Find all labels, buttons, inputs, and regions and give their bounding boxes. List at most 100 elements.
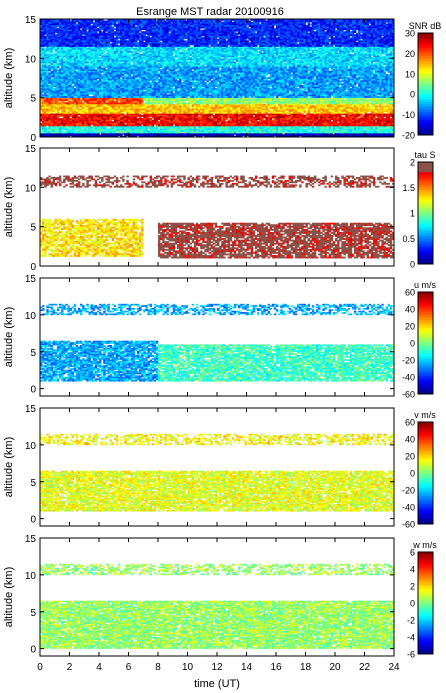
panel-1-cell: [177, 102, 179, 104]
panel-1-cell: [242, 102, 244, 104]
panel-1-cell: [63, 96, 65, 98]
panel-1-cell: [190, 124, 192, 126]
panel-1-cell: [93, 102, 95, 104]
panel-1-cell: [310, 110, 312, 112]
panel-1-cell: [310, 132, 312, 134]
panel-1-cell: [150, 124, 152, 126]
panel-1-cell: [59, 102, 61, 104]
panel-1-cell: [251, 112, 253, 114]
panel-1-cell: [152, 102, 154, 104]
panel-1-cell: [257, 132, 259, 134]
panel-1-cell: [354, 102, 356, 104]
panel-1-cell: [379, 102, 381, 104]
panel-1-cell: [67, 96, 69, 98]
panel-1-cell: [114, 96, 116, 98]
panel-1-cell: [99, 96, 101, 98]
panel-1-cell: [196, 102, 198, 104]
panel-1-cell: [57, 96, 59, 98]
panel-1-cell: [352, 112, 354, 114]
panel-1-cell: [103, 102, 105, 104]
panel-1-cell: [99, 102, 101, 104]
panel-1-cell: [225, 132, 227, 134]
panel-1-cell: [116, 112, 118, 114]
panel-1-cell: [303, 112, 305, 114]
panel-1-cell: [383, 110, 385, 112]
panel-1-cell: [369, 110, 371, 112]
panel-1-cell: [371, 112, 373, 114]
panel-1-cell: [331, 112, 333, 114]
panel-1-cell: [341, 102, 343, 104]
panel-1-cell: [348, 102, 350, 104]
panel-1-cell: [341, 112, 343, 114]
panel-1-cell: [247, 112, 249, 114]
panel-1-cell: [93, 124, 95, 126]
panel-1-cell: [253, 124, 255, 126]
panel-1-cell: [177, 112, 179, 114]
panel-1-cell: [61, 112, 63, 114]
panel-1-cell: [354, 132, 356, 134]
panel-1-cell: [259, 112, 261, 114]
panel-1-cell: [175, 124, 177, 126]
panel-1-cell: [171, 124, 173, 126]
panel-1-cell: [103, 112, 105, 114]
panel-1-cell: [169, 132, 171, 134]
panel-1-cell: [141, 112, 143, 114]
panel-1-cell: [61, 115, 63, 117]
panel-1-cell: [282, 132, 284, 134]
panel-1-cell: [105, 96, 107, 98]
panel-1-cell: [150, 115, 152, 117]
panel-1-cell: [331, 102, 333, 104]
panel-1-cell: [240, 112, 242, 114]
panel-1-cell: [152, 117, 154, 119]
panel-1-cell: [46, 132, 48, 134]
panel-1-cell: [80, 124, 82, 126]
panel-1-cell: [358, 124, 360, 126]
panel-1-cell: [84, 124, 86, 126]
panel-1-cell: [383, 124, 385, 126]
panel-1-cell: [318, 112, 320, 114]
panel-1-cell: [348, 132, 350, 134]
panel-1-cell: [84, 101, 86, 103]
panel-1-cell: [242, 112, 244, 114]
panel-1-cell: [242, 124, 244, 126]
panel-1-cell: [118, 102, 120, 104]
panel-1-cell: [133, 112, 135, 114]
panel-1-cell: [59, 115, 61, 117]
panel-1-cell: [190, 132, 192, 134]
panel-1-cell: [95, 102, 97, 104]
panel-1-cell: [97, 112, 99, 114]
panel-1-cell: [335, 102, 337, 104]
panel-1-cell: [110, 124, 112, 126]
panel-1-cell: [82, 99, 84, 101]
panel-1-cell: [377, 124, 379, 126]
panel-1-cell: [211, 132, 213, 134]
panel-1-cell: [124, 124, 126, 126]
panel-1-cell: [276, 112, 278, 114]
panel-1-cell: [135, 102, 137, 104]
panel-1-cell: [293, 112, 295, 114]
panel-1-cell: [145, 132, 147, 134]
panel-1-cell: [282, 124, 284, 126]
panel-1-cell: [390, 132, 392, 134]
panel-1-cell: [133, 102, 135, 104]
panel-1-cell: [105, 99, 107, 101]
panel-1-cell: [95, 132, 97, 134]
panel-1-cell: [55, 110, 57, 112]
panel-1-cell: [320, 132, 322, 134]
panel-1-cell: [297, 124, 299, 126]
panel-1-cell: [268, 124, 270, 126]
panel-1-cell: [141, 102, 143, 104]
panel-1: 051015altitude (km)SNR dB3020100-10-20: [3, 15, 441, 144]
panel-1-cell: [198, 132, 200, 134]
panel-1-cell: [318, 102, 320, 104]
panel-1-cell: [316, 132, 318, 134]
panel-1-cell: [284, 124, 286, 126]
panel-1-cell: [306, 102, 308, 104]
panel-1-cell: [263, 124, 265, 126]
panel-1-cell: [173, 123, 175, 125]
panel-1-cell: [297, 112, 299, 114]
panel-1-cell: [228, 124, 230, 126]
panel-1-cell: [97, 77, 99, 79]
panel-1-cell: [312, 112, 314, 114]
panel-1-cell: [160, 110, 162, 112]
